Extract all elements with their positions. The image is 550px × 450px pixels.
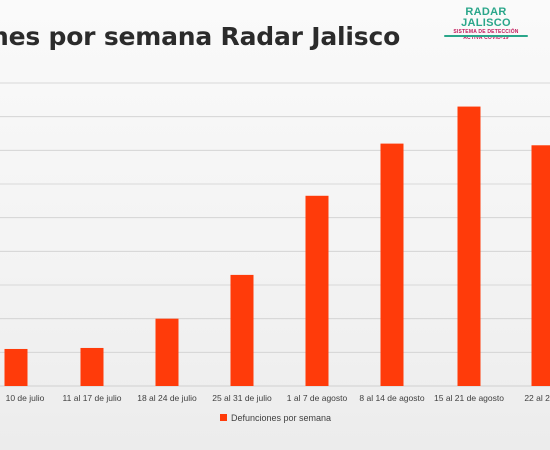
x-tick-label: 25 al 31 de julio [212, 393, 272, 403]
bar [230, 274, 254, 386]
x-tick-label: 22 al 28 d [524, 393, 550, 403]
x-tick-label: 1 al 7 de agosto [287, 393, 348, 403]
legend: Defunciones por semana [220, 413, 331, 427]
x-tick-label: 15 al 21 de agosto [434, 393, 504, 403]
logo-name: RADAR JALISCO [461, 6, 511, 29]
logo-line1: SISTEMA DE DETECCIÓN [453, 29, 519, 35]
bars [4, 106, 550, 387]
bar [4, 348, 28, 386]
x-tick-label: 18 al 24 de julio [137, 393, 197, 403]
radar-jalisco-logo: RADAR JALISCO SISTEMA DE DETECCIÓN ACTIV… [442, 6, 530, 41]
bar [380, 143, 404, 386]
x-tick-label: 11 al 17 de julio [63, 393, 122, 403]
x-tick-label: 8 al 14 de agosto [359, 393, 424, 403]
bar [305, 195, 329, 386]
legend-label: Defunciones por semana [231, 413, 332, 423]
logo-line2: ACTIVA COVID-19 [463, 35, 509, 41]
chart-title-text: ones por semana Radar Jalisco [0, 22, 401, 51]
bar [155, 318, 179, 386]
legend-swatch [220, 414, 227, 422]
bar [457, 106, 481, 387]
bar [531, 145, 550, 386]
x-tick-labels: 10 de julio 11 al 17 de julio 18 al 24 de … [6, 393, 550, 403]
x-tick-label: 10 de julio [6, 393, 45, 403]
chart-title: ones por semana Radar Jalisco [0, 22, 545, 58]
bar [80, 347, 104, 386]
logo-underline [444, 35, 528, 37]
